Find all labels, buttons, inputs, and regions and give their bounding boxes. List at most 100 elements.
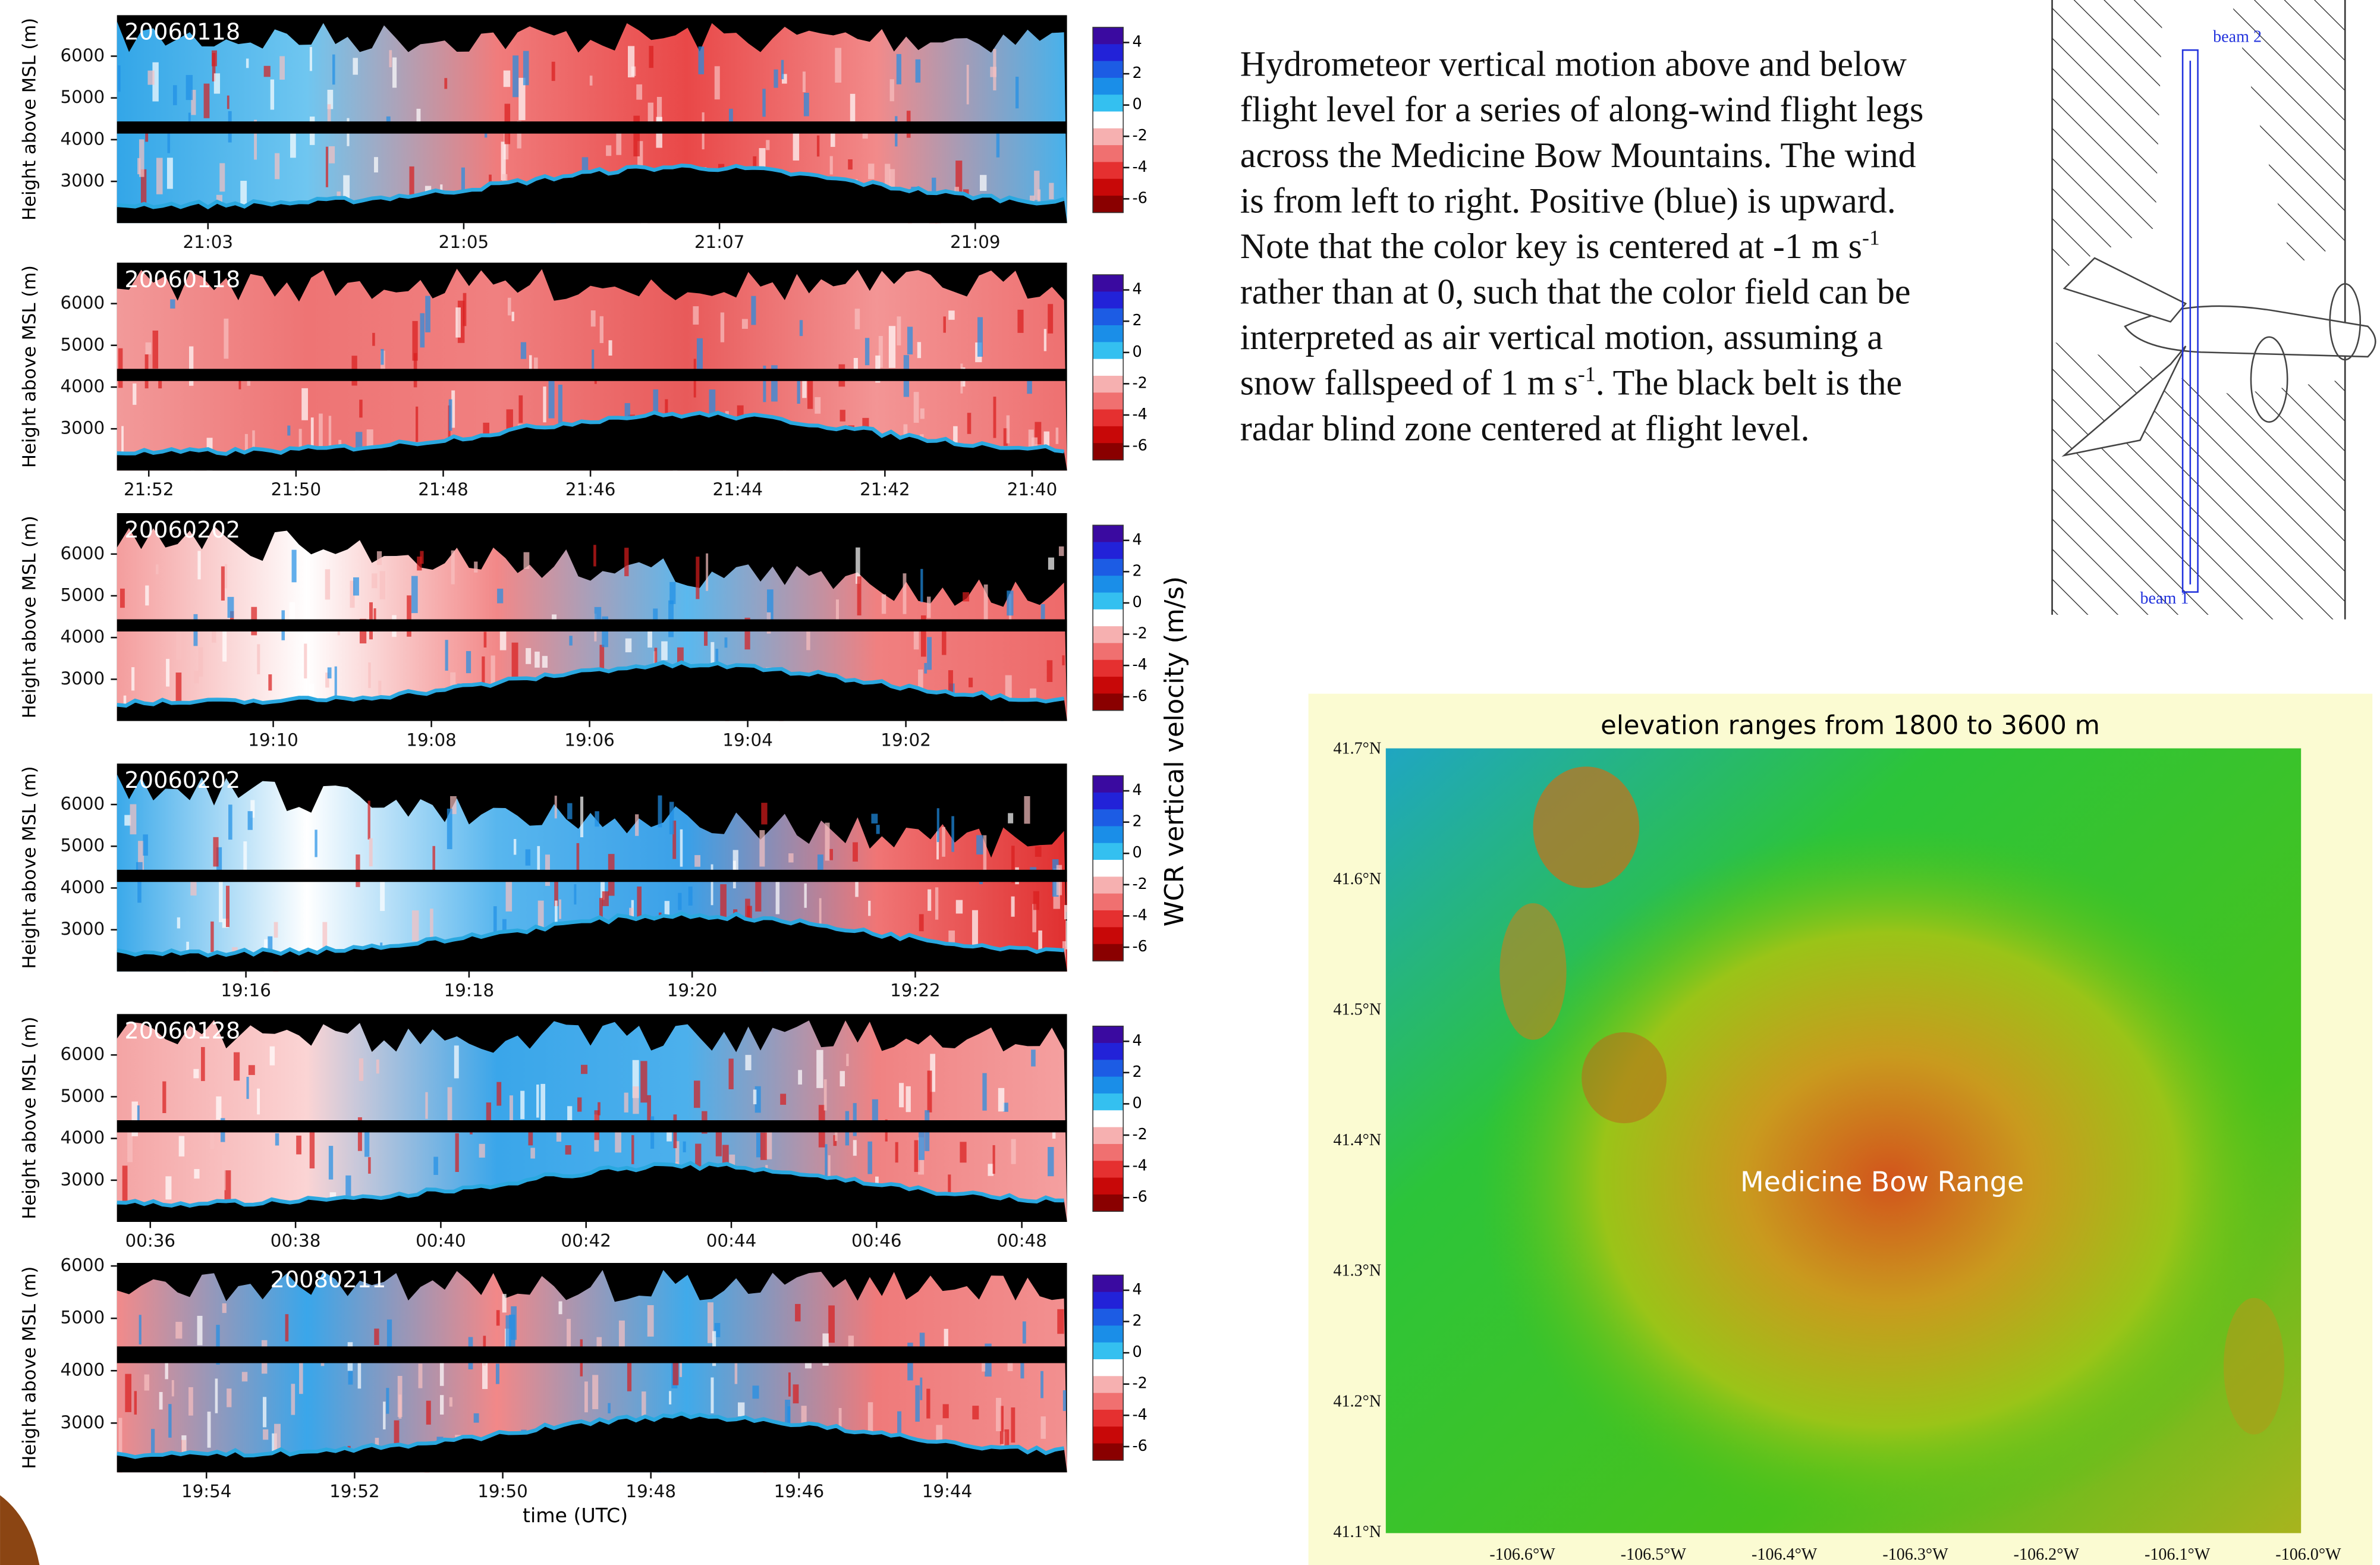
colorbar-tick-label: -4 — [1132, 158, 1147, 176]
aircraft-diagram: beam 2 beam 1 — [2052, 0, 2376, 620]
colorbar-segment — [1093, 1292, 1123, 1309]
echo-streak — [633, 1086, 639, 1114]
echo-streak — [210, 922, 213, 952]
radar-panel: 200601186000500040003000Height above MSL… — [20, 15, 1147, 252]
colorbar-tick-label: -6 — [1132, 938, 1147, 956]
echo-streak — [514, 839, 516, 855]
echo-streak — [804, 884, 807, 908]
echo-streak — [1031, 1049, 1036, 1066]
echo-streak — [624, 548, 628, 576]
echo-streak — [310, 1126, 315, 1168]
echo-streak — [520, 1091, 524, 1120]
echo-streak — [513, 55, 518, 97]
colorbar-tick-label: -4 — [1132, 906, 1147, 924]
colorbar-segment — [1093, 1195, 1123, 1212]
colorbar-segment — [1093, 410, 1123, 427]
echo-streak — [328, 667, 332, 678]
echo-streak — [868, 164, 874, 179]
echo-streak — [920, 1378, 922, 1400]
echo-streak — [920, 408, 925, 419]
echo-streak — [829, 849, 833, 860]
echo-streak — [636, 84, 642, 100]
colorbar-tick-label: 2 — [1132, 562, 1142, 580]
echo-streak — [1011, 1139, 1016, 1164]
echo-streak — [942, 627, 946, 655]
colorbar-segment — [1093, 876, 1123, 894]
x-tick-label: 00:48 — [996, 1231, 1047, 1251]
echo-streak — [1056, 428, 1059, 444]
y-tick-label: 4000 — [61, 877, 105, 897]
echo-streak — [497, 589, 503, 604]
echo-streak — [825, 823, 829, 861]
echo-streak — [353, 58, 358, 74]
echo-streak — [698, 46, 704, 74]
echo-streak — [176, 672, 182, 705]
colorbar-tick-label: -6 — [1132, 189, 1147, 207]
echo-streak — [529, 1130, 533, 1145]
echo-streak — [420, 313, 425, 348]
echo-streak — [249, 1065, 255, 1075]
colorbar-segment — [1093, 809, 1123, 827]
radar-panel: 200602026000500040003000Height above MSL… — [20, 513, 1147, 750]
y-tick-label: 5000 — [61, 87, 105, 107]
blind-zone — [117, 870, 1067, 882]
echo-streak — [557, 1131, 561, 1142]
lat-tick-label: 41.5°N — [1334, 1001, 1382, 1019]
colorbar-tick-label: 2 — [1132, 64, 1142, 82]
echo-streak — [591, 310, 596, 326]
echo-streak — [951, 816, 954, 852]
echo-streak — [118, 65, 120, 92]
echo-streak — [683, 1142, 686, 1152]
echo-streak — [419, 1363, 423, 1388]
echo-streak — [1033, 891, 1039, 910]
echo-streak — [285, 1314, 289, 1341]
echo-streak — [207, 1412, 211, 1448]
colorbar-tick-label: 4 — [1132, 33, 1142, 51]
echo-streak — [960, 1142, 966, 1162]
echo-streak — [176, 631, 182, 659]
echo-streak — [948, 1174, 951, 1195]
echo-streak — [565, 1145, 571, 1155]
echo-streak — [193, 1069, 199, 1079]
echo-streak — [669, 802, 674, 835]
x-tick-label: 21:40 — [1007, 479, 1058, 499]
colorbar-segment — [1093, 525, 1123, 542]
x-tick-label: 19:02 — [881, 730, 931, 750]
echo-streak — [653, 389, 658, 413]
panel-date: 20060202 — [124, 767, 240, 794]
colorbar-tick-label: 4 — [1132, 1032, 1142, 1049]
echo-streak — [729, 1058, 734, 1089]
echo-streak — [753, 1089, 756, 1104]
map-label: Medicine Bow Range — [1740, 1166, 2024, 1198]
echo-streak — [600, 316, 603, 343]
echo-streak — [377, 551, 382, 565]
echo-streak — [555, 796, 557, 818]
echo-streak — [818, 854, 823, 872]
x-tick-label: 21:48 — [418, 479, 469, 499]
echo-streak — [496, 1310, 500, 1325]
colorbar-segment — [1093, 1309, 1123, 1326]
colorbar-tick-label: -4 — [1132, 1406, 1147, 1423]
echo-streak — [445, 640, 448, 671]
echo-streak — [372, 573, 377, 588]
radar-field — [117, 513, 1067, 733]
echo-streak — [508, 298, 511, 316]
colorbar-segment — [1093, 542, 1123, 560]
echo-streak — [926, 1389, 930, 1419]
echo-streak — [524, 552, 530, 569]
echo-streak — [595, 811, 599, 827]
echo-streak — [257, 644, 260, 674]
echo-streak — [608, 1403, 611, 1413]
echo-streak — [1049, 183, 1054, 200]
echo-streak — [133, 384, 136, 405]
colorbar-tick-label: 4 — [1132, 781, 1142, 799]
echo-streak — [412, 910, 419, 941]
y-tick-label: 5000 — [61, 1308, 105, 1328]
caption-text: Hydrometeor vertical motion above and be… — [1240, 46, 1924, 268]
echo-streak — [219, 163, 225, 191]
echo-streak — [248, 811, 253, 830]
radar-field — [117, 1263, 1067, 1491]
echo-streak — [165, 1176, 171, 1199]
x-tick-label: 19:10 — [248, 730, 298, 750]
echo-streak — [549, 379, 555, 418]
